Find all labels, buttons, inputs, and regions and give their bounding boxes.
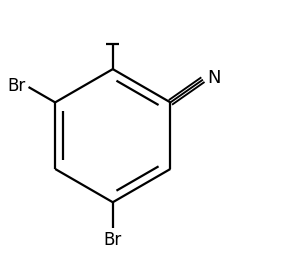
Text: Br: Br xyxy=(104,231,122,249)
Text: N: N xyxy=(208,69,221,87)
Text: Br: Br xyxy=(8,77,26,95)
